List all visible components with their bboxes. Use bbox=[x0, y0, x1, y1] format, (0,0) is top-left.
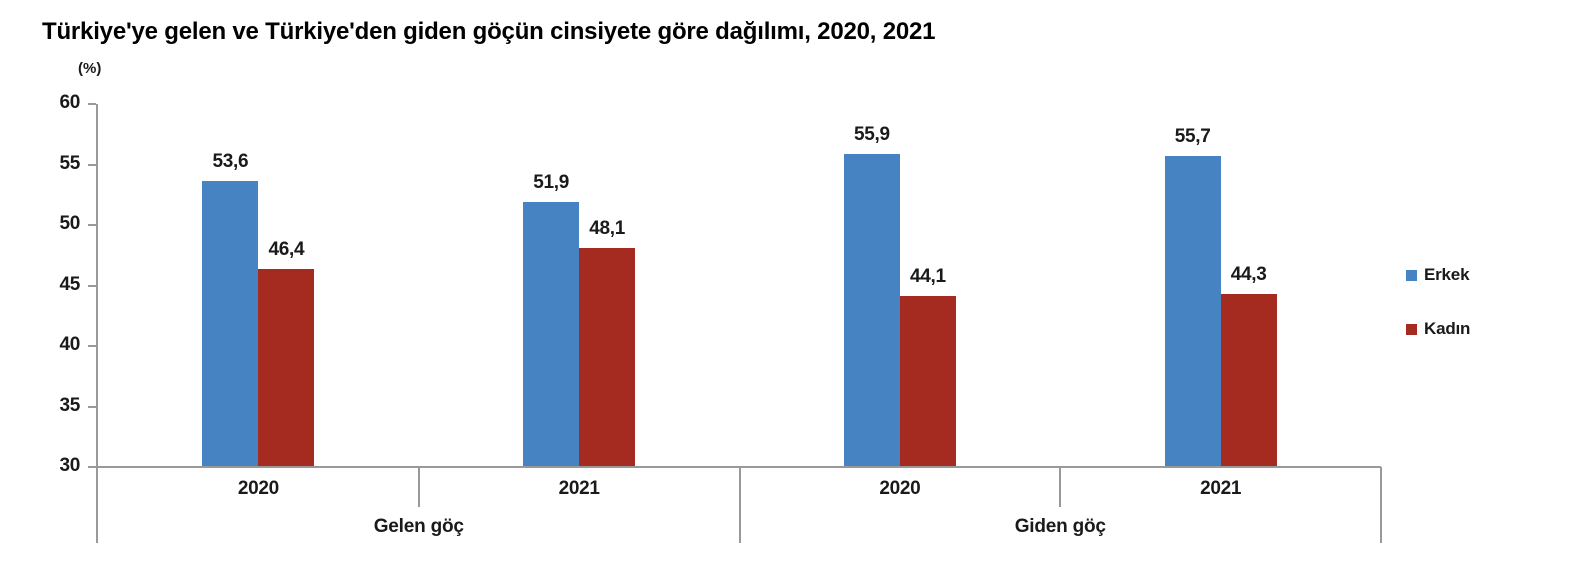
x-axis-baseline bbox=[88, 466, 1381, 468]
value-label-erkek-gelen-g-2020: 53,6 bbox=[212, 151, 249, 173]
year-separator bbox=[1059, 467, 1062, 507]
y-tick-mark bbox=[88, 345, 96, 347]
x-year-label: 2020 bbox=[237, 478, 279, 499]
group-separator bbox=[96, 467, 98, 543]
value-label-kadın-giden-g-2021: 44,3 bbox=[1230, 263, 1267, 285]
value-label-kadın-gelen-g-2021: 48,1 bbox=[589, 217, 626, 239]
legend-swatch-icon bbox=[1406, 269, 1417, 281]
legend-label: Erkek bbox=[1424, 265, 1470, 284]
y-tick-label: 30 bbox=[59, 455, 80, 476]
x-group-label: Giden göç bbox=[1014, 516, 1106, 537]
value-label-erkek-giden-g-2020: 55,9 bbox=[853, 123, 890, 145]
group-separator bbox=[1380, 467, 1382, 543]
group-separator bbox=[738, 467, 741, 543]
y-tick-label: 60 bbox=[59, 92, 80, 113]
chart-title: Türkiye'ye gelen ve Türkiye'den giden gö… bbox=[42, 18, 936, 45]
bar-erkek-gelen-g-2021 bbox=[523, 202, 580, 467]
y-tick-mark bbox=[88, 163, 96, 166]
y-tick-mark bbox=[88, 224, 96, 226]
bar-erkek-gelen-g-2020 bbox=[202, 181, 259, 467]
y-tick-label: 35 bbox=[59, 394, 80, 416]
bar-erkek-giden-g-2021 bbox=[1164, 156, 1221, 467]
y-tick-mark bbox=[88, 284, 96, 287]
legend-swatch-icon bbox=[1406, 323, 1417, 335]
bar-kadın-giden-g-2020 bbox=[899, 296, 956, 467]
year-separator bbox=[417, 467, 420, 507]
x-year-label: 2021 bbox=[558, 478, 600, 499]
x-year-label: 2021 bbox=[1200, 478, 1242, 499]
x-year-label: 2020 bbox=[879, 478, 921, 499]
legend-item-erkek: Erkek bbox=[1406, 265, 1470, 285]
y-tick-mark bbox=[88, 103, 96, 105]
y-tick-label: 55 bbox=[59, 152, 80, 174]
y-axis-unit-label: (%) bbox=[78, 60, 102, 77]
legend-item-kadın: Kadın bbox=[1406, 319, 1470, 339]
y-tick-mark bbox=[88, 405, 96, 408]
bar-kadın-gelen-g-2020 bbox=[258, 268, 315, 467]
bar-kadın-gelen-g-2021 bbox=[579, 247, 636, 467]
y-tick-label: 45 bbox=[59, 273, 80, 295]
value-label-erkek-giden-g-2021: 55,7 bbox=[1174, 126, 1211, 148]
y-tick-label: 50 bbox=[59, 213, 80, 234]
value-label-kadın-gelen-g-2020: 46,4 bbox=[268, 238, 305, 260]
value-label-erkek-gelen-g-2021: 51,9 bbox=[533, 172, 570, 193]
legend-label: Kadın bbox=[1424, 319, 1471, 338]
y-axis-line bbox=[96, 104, 98, 467]
value-label-kadın-giden-g-2020: 44,1 bbox=[909, 266, 946, 288]
bar-erkek-giden-g-2020 bbox=[843, 153, 900, 467]
bar-kadın-giden-g-2021 bbox=[1220, 293, 1277, 467]
x-group-label: Gelen göç bbox=[373, 516, 464, 537]
y-tick-label: 40 bbox=[59, 334, 80, 355]
